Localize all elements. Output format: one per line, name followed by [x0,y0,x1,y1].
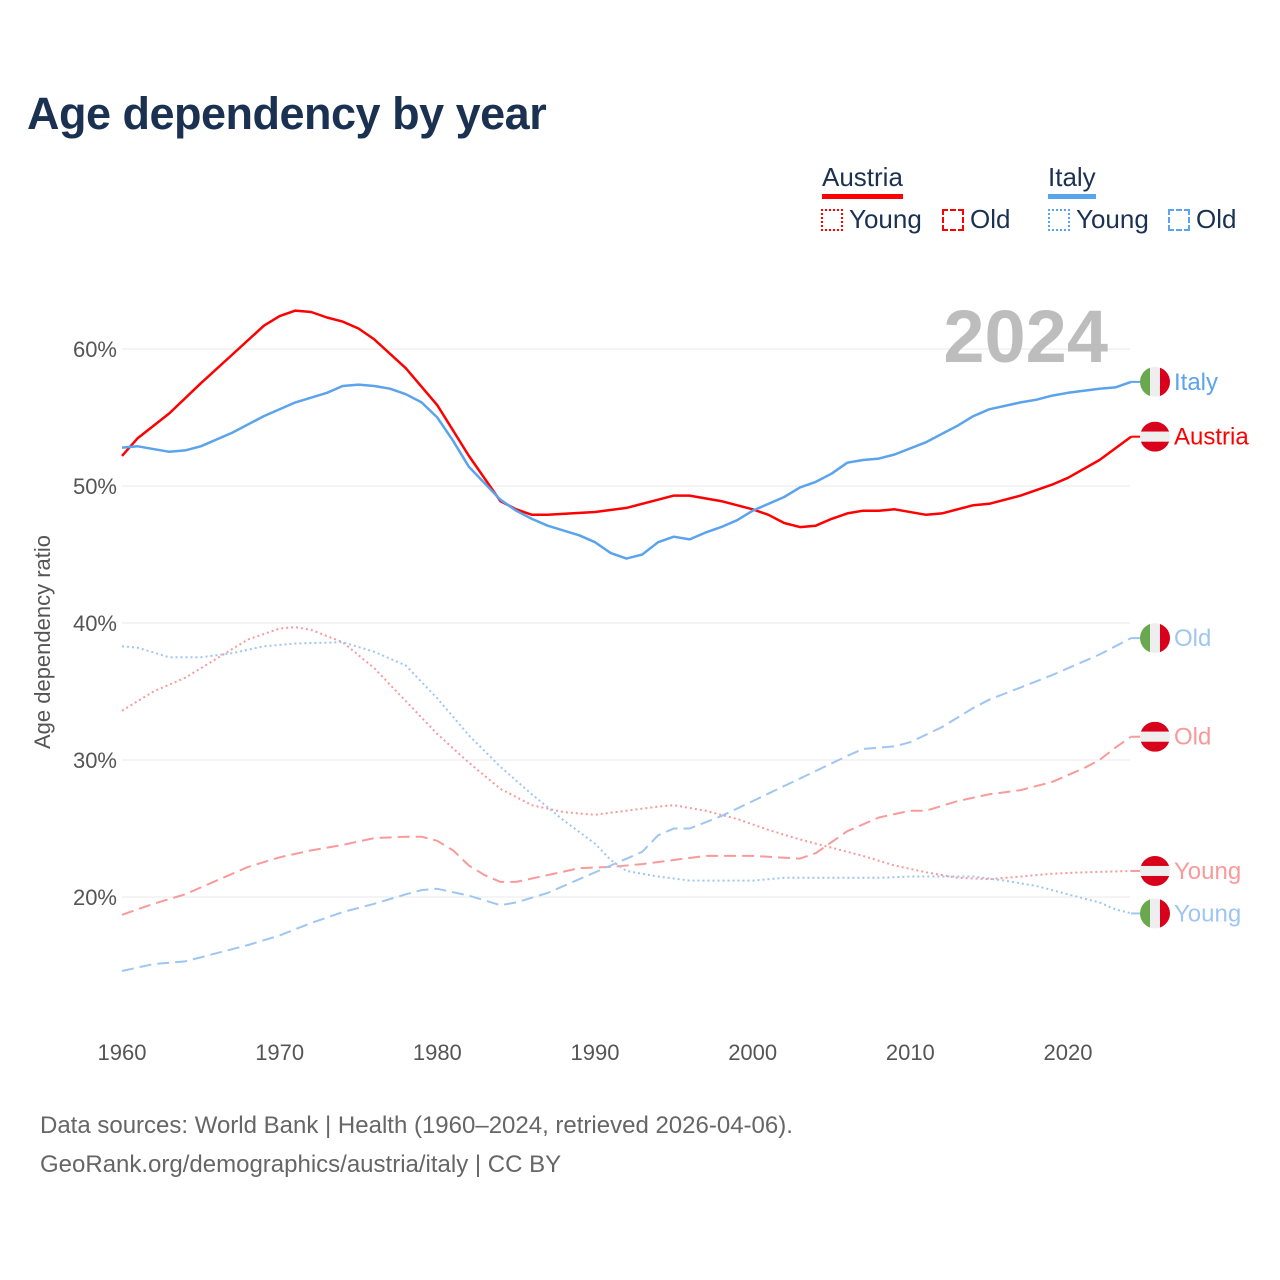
legend-label: Italy [1048,162,1096,192]
dashed-swatch-icon [942,208,964,231]
series-end-label: Italy [1174,369,1218,396]
source-note: Data sources: World Bank | Health (1960–… [40,1106,793,1184]
legend-italy-young[interactable]: Young [1048,204,1149,235]
series-end-label: Young [1174,858,1241,885]
italy-flag-icon [1140,366,1170,397]
y-tick-label: 40% [73,611,117,636]
legend-austria-young[interactable]: Young [821,204,922,235]
x-tick-label: 1990 [571,1040,620,1065]
legend-label: Austria [822,162,903,192]
series-line-austria [121,309,1132,529]
series-end-label: Old [1174,625,1211,652]
series-end-label: Old [1174,724,1211,751]
austria-flag-icon [1140,721,1170,752]
year-label: 2024 [943,295,1108,378]
legend-austria[interactable]: Austria [822,162,903,199]
dashed-swatch-icon [1168,208,1190,231]
italy-flag-icon [1140,623,1170,654]
austria-flag-icon [1140,421,1170,452]
source-link[interactable]: GeoRank.org/demographics/austria/italy |… [40,1151,562,1178]
legend-label: Young [849,204,922,234]
legend-label: Old [970,204,1011,234]
legend-italy-old[interactable]: Old [1168,204,1236,235]
series-line-italy-old [121,637,1132,972]
series-line-italy [121,380,1132,560]
dotted-swatch-icon [821,208,843,231]
italy-flag-icon [1140,898,1170,929]
series-line-italy-young [121,641,1132,915]
source-line: Data sources: World Bank | Health (1960–… [40,1112,793,1139]
y-tick-label: 20% [73,885,117,910]
x-tick-label: 1960 [98,1040,147,1065]
series-line-austria-old [121,735,1132,916]
legend-line-swatch [1048,194,1096,199]
y-tick-label: 30% [73,748,117,773]
chart-title: Age dependency by year [27,88,547,139]
series-end-label: Young [1174,900,1241,927]
legend-austria-old[interactable]: Old [942,204,1010,235]
x-tick-label: 1970 [255,1040,304,1065]
y-axis-label: Age dependency ratio [30,535,55,749]
series-end-label: Austria [1174,424,1249,451]
legend-line-swatch [822,194,903,199]
x-tick-label: 1980 [413,1040,462,1065]
line-chart: 20% 30% 40% 50% 60% 1960 1970 1980 1990 2000 2010 2… [30,295,1249,1065]
legend-label: Young [1076,204,1149,234]
legend-italy[interactable]: Italy [1048,162,1096,199]
austria-flag-icon [1140,855,1170,886]
x-tick-label: 2020 [1044,1040,1093,1065]
y-tick-label: 60% [73,337,117,362]
y-tick-label: 50% [73,474,117,499]
x-tick-label: 2010 [886,1040,935,1065]
series-line-austria-young [121,626,1132,881]
legend-label: Old [1196,204,1237,234]
dotted-swatch-icon [1048,208,1070,231]
x-tick-label: 2000 [728,1040,777,1065]
